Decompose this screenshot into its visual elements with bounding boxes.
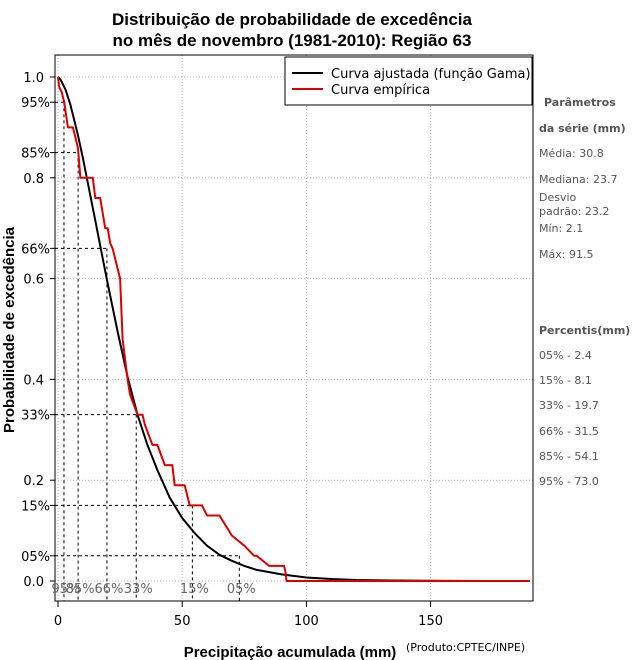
x-tick-label: 150 xyxy=(418,614,443,629)
chart-title-line1: Distribuição de probabilidade de excedên… xyxy=(112,10,472,29)
y-tick-label: 0.4 xyxy=(23,373,44,388)
y-tick-label: 0.0 xyxy=(23,575,44,590)
x-percentile-label: 66% xyxy=(94,582,123,597)
percentil-item: 85% - 54.1 xyxy=(539,450,599,463)
y-tick-label: 1.0 xyxy=(23,71,44,86)
series-line-fitted xyxy=(57,76,473,582)
y-tick-label: 0.2 xyxy=(23,474,44,489)
percentil-item: 95% - 73.0 xyxy=(539,475,599,488)
y-pct-label: 05% xyxy=(21,550,50,565)
x-axis: 0 50 100 150 xyxy=(54,601,443,629)
y-pct-label: 85% xyxy=(21,147,50,162)
percentil-item: 05% - 2.4 xyxy=(539,349,592,362)
param-max: Máx: 91.5 xyxy=(539,248,593,261)
y-pct-label: 66% xyxy=(21,242,50,257)
percentile-guides xyxy=(55,101,240,601)
y-tick-label: 0.8 xyxy=(23,172,44,187)
x-percentile-label: 15% xyxy=(180,582,209,597)
percentil-item: 15% - 8.1 xyxy=(539,374,592,387)
chart-title-line2: no mês de novembro (1981-2010): Região 6… xyxy=(112,31,471,50)
series-layer xyxy=(57,76,530,582)
params-heading-2: da série (mm) xyxy=(539,122,626,135)
param-desvio-1: Desvio xyxy=(539,191,577,204)
x-axis-title: Precipitação acumulada (mm) xyxy=(184,644,397,660)
percentil-item: 33% - 19.7 xyxy=(539,399,599,412)
x-tick-label: 100 xyxy=(294,614,319,629)
y-pct-label: 95% xyxy=(21,96,50,111)
series-line-empirical xyxy=(57,76,530,582)
percentil-item: 66% - 31.5 xyxy=(539,425,599,438)
param-media: Média: 30.8 xyxy=(539,147,604,160)
x-percentile-label: 33% xyxy=(124,582,153,597)
legend-label-empirical: Curva empírica xyxy=(331,83,430,98)
side-panel: Parâmetros da série (mm) Média: 30.8 Med… xyxy=(539,96,630,488)
y-tick-label: 0.6 xyxy=(23,273,44,288)
x-percentile-label: 85% xyxy=(66,582,95,597)
x-percentile-label: 95% xyxy=(52,582,81,597)
param-desvio-2: padrão: 23.2 xyxy=(539,205,609,218)
x-percentile-labels: 95%85% 66% 33% 15% 05% xyxy=(52,582,256,597)
params-heading-1: Parâmetros xyxy=(544,96,616,109)
param-min: Mín: 2.1 xyxy=(539,222,583,235)
credit-text: (Produto:CPTEC/INPE) xyxy=(406,641,525,654)
legend: Curva ajustada (função Gama) Curva empír… xyxy=(284,56,533,106)
y-pct-label: 33% xyxy=(21,409,50,424)
plot-frame xyxy=(54,54,534,602)
x-percentile-label: 05% xyxy=(227,582,256,597)
y-pct-label: 15% xyxy=(21,499,50,514)
x-tick-label: 0 xyxy=(54,614,62,629)
legend-box xyxy=(284,56,533,106)
grid xyxy=(55,55,533,601)
percentis-heading: Percentis(mm) xyxy=(539,324,630,337)
legend-label-fitted: Curva ajustada (função Gama) xyxy=(331,67,531,82)
y-axis: 0.0 0.2 0.4 0.6 0.8 1.0 95% 85% 66% 33% 15% 05% xyxy=(21,71,55,590)
x-tick-label: 50 xyxy=(174,614,191,629)
y-axis-title: Probabilidade de excedência xyxy=(1,226,18,433)
param-mediana: Mediana: 23.7 xyxy=(539,173,617,186)
